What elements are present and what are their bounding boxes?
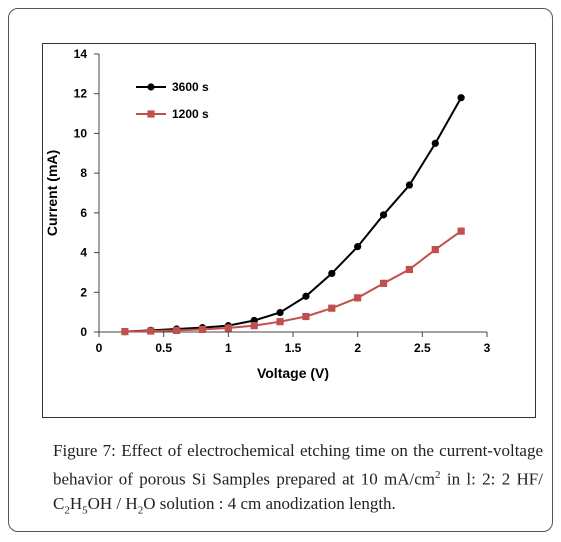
legend-label: 3600 s xyxy=(172,80,209,94)
data-point xyxy=(431,245,439,254)
caption-text-d: O solution : 4 cm anodization length. xyxy=(143,493,396,513)
data-point xyxy=(121,328,129,336)
x-axis-label: Voltage (V) xyxy=(257,365,329,381)
caption-sub-5: 5 xyxy=(82,504,88,517)
x-tick-label: 3 xyxy=(484,341,491,355)
data-point xyxy=(354,294,362,302)
x-tick-label: 0.5 xyxy=(155,341,172,355)
y-tick-label: 12 xyxy=(74,87,88,101)
data-point xyxy=(405,265,413,274)
y-tick-label: 6 xyxy=(80,206,87,220)
x-tick-label: 0 xyxy=(96,341,103,355)
data-point xyxy=(379,211,388,219)
data-point xyxy=(173,326,181,335)
data-point xyxy=(224,324,232,332)
legend-marker xyxy=(147,83,155,91)
caption-label: Figure 7: xyxy=(53,441,116,460)
y-tick-label: 0 xyxy=(80,325,87,339)
data-point xyxy=(147,327,155,335)
y-axis-label: Current (mA) xyxy=(44,150,60,236)
y-tick-label: 4 xyxy=(80,246,87,260)
caption-sup-2: 2 xyxy=(435,469,441,481)
y-tick-label: 14 xyxy=(74,47,88,61)
x-tick-label: 1 xyxy=(225,341,232,355)
caption-text-h: H xyxy=(69,493,83,513)
data-point xyxy=(302,312,310,321)
series-line-2 xyxy=(124,230,462,333)
data-point xyxy=(250,322,258,330)
legend-marker xyxy=(147,110,155,118)
y-tick-label: 2 xyxy=(80,285,87,299)
caption-text-a: Effect of electrochemical etching time o… xyxy=(53,441,544,489)
data-point xyxy=(354,243,362,251)
caption-text-b: in l: 2: 2 HF/ C xyxy=(53,469,543,513)
data-point xyxy=(276,318,284,326)
caption-sub-2b: 2 xyxy=(137,504,144,517)
data-point xyxy=(379,279,388,287)
data-point xyxy=(328,269,336,278)
data-point xyxy=(405,181,413,189)
data-point xyxy=(431,139,439,147)
x-tick-label: 2.5 xyxy=(414,341,431,355)
caption-sub-2: 2 xyxy=(64,504,70,517)
y-tick-label: 10 xyxy=(74,126,88,140)
caption-text-c: OH / H xyxy=(87,493,138,513)
data-point xyxy=(276,308,284,317)
series-line-1 xyxy=(124,97,462,333)
data-point xyxy=(457,94,465,102)
chart-marks xyxy=(121,94,465,336)
axes: 0 0.5 1 1.5 2 2.5 3 0 2 4 6 8 10 12 14 Voltage (V) Curre… xyxy=(44,47,491,381)
current-voltage-chart: 0 0.5 1 1.5 2 2.5 3 0 2 4 6 8 10 12 14 Voltage (V) Curre… xyxy=(44,47,491,381)
figure-card: 0 0.5 1 1.5 2 2.5 3 0 2 4 6 8 10 12 14 Voltage (V) Curre… xyxy=(8,8,553,532)
data-point xyxy=(302,292,310,300)
plot-frame xyxy=(42,43,536,418)
y-tick-label: 8 xyxy=(80,166,87,180)
legend: 3600 s 1200 s xyxy=(136,80,209,121)
figure-caption: Figure 7: Effect of electrochemical etch… xyxy=(53,439,543,522)
data-point xyxy=(328,304,336,312)
legend-label: 1200 s xyxy=(172,107,209,121)
data-point xyxy=(198,325,207,334)
x-tick-label: 1.5 xyxy=(285,341,302,355)
x-tick-label: 2 xyxy=(354,341,361,355)
data-point xyxy=(457,227,465,235)
